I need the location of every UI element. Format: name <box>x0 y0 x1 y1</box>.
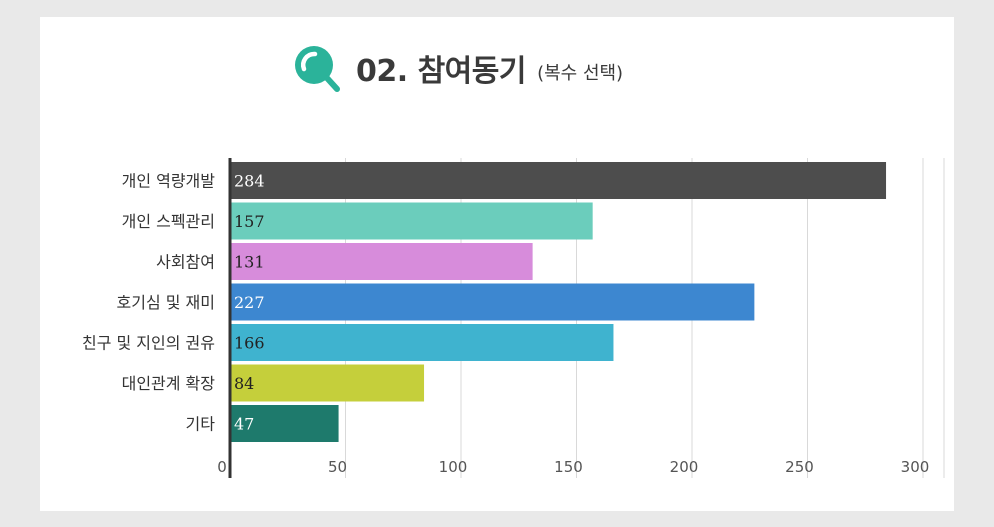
chart-title: 02. 참여동기 (복수 선택) <box>0 42 914 94</box>
category-label: 대인관계 확장 <box>122 374 216 393</box>
category-label: 기타 <box>186 415 216 434</box>
bar <box>230 202 593 240</box>
x-tick-label: 150 <box>554 458 583 476</box>
bar-value-label: 131 <box>234 253 265 272</box>
bar <box>230 162 887 199</box>
bar <box>230 283 755 321</box>
chart-title-sub: (복수 선택) <box>537 63 624 84</box>
x-tick-label: 50 <box>328 458 347 476</box>
x-tick-label: 0 <box>217 458 227 476</box>
search-magnifier-icon <box>294 46 340 92</box>
category-label: 호기심 및 재미 <box>117 293 216 312</box>
x-tick-label: 100 <box>439 458 468 476</box>
category-label: 개인 역량개발 <box>122 172 216 191</box>
bar-value-label: 47 <box>234 415 254 434</box>
bar-value-label: 284 <box>234 172 265 191</box>
x-tick-label: 300 <box>901 458 930 476</box>
bar-value-label: 166 <box>234 334 265 353</box>
bar <box>230 243 533 280</box>
bar <box>230 364 425 402</box>
bar <box>230 324 614 361</box>
bar-value-label: 84 <box>234 374 254 393</box>
x-tick-label: 200 <box>670 458 699 476</box>
bar-value-label: 227 <box>234 293 265 312</box>
x-tick-label: 250 <box>785 458 814 476</box>
chart-title-main: 02. 참여동기 <box>355 54 527 89</box>
category-label: 친구 및 지인의 권유 <box>82 334 215 353</box>
category-label: 사회참여 <box>156 253 215 272</box>
bar-value-label: 157 <box>234 212 265 231</box>
bar <box>230 405 339 442</box>
category-label: 개인 스펙관리 <box>122 212 215 231</box>
